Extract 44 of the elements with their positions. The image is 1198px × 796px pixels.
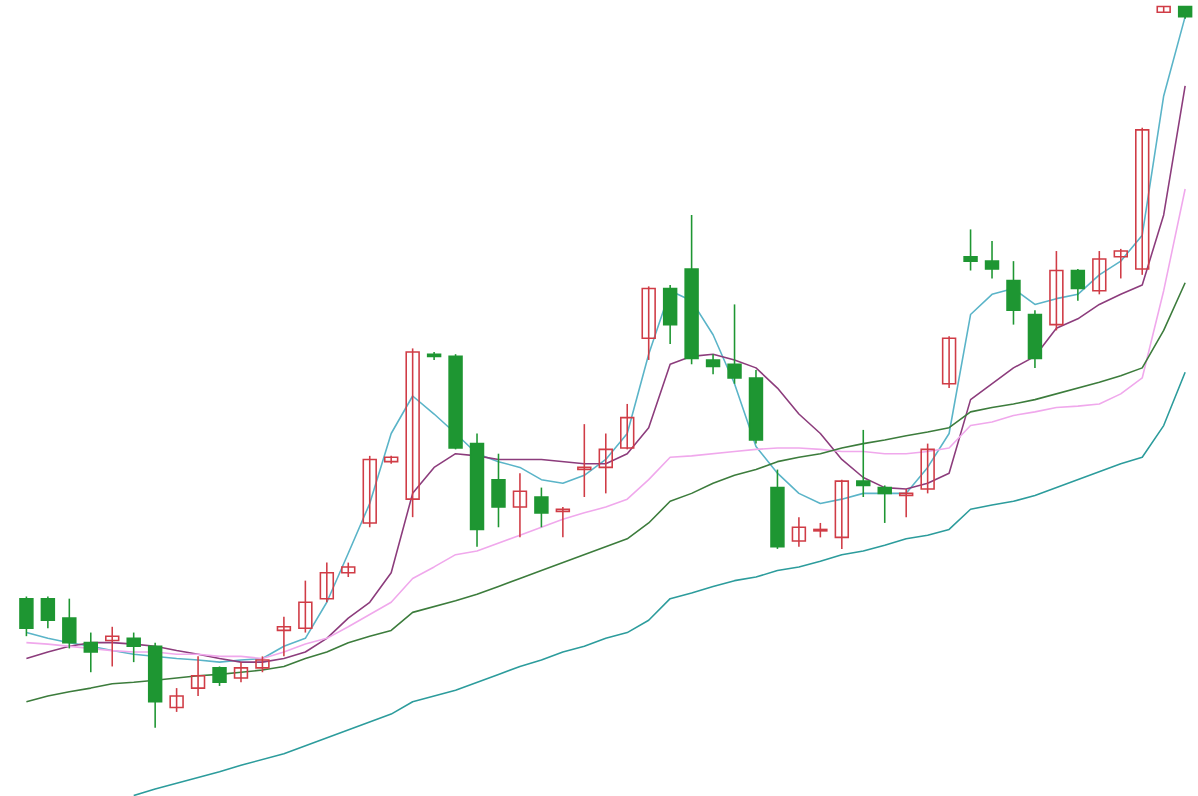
candlestick [212,665,227,687]
candlestick [963,228,978,272]
candlestick [126,631,141,663]
candlestick [941,335,957,389]
candlestick [405,347,420,518]
candlestick [1027,309,1043,369]
candlestick [298,579,313,634]
candlestick [83,631,99,673]
candlestick [190,655,206,697]
candlestick [641,285,656,361]
candlestick [1113,247,1128,280]
candlestick [319,561,335,603]
candlestick [40,595,56,629]
candlestick [276,615,292,657]
candlestick [491,452,506,528]
candlestick [620,402,635,451]
candlestick [598,432,613,495]
candlestick [62,597,77,650]
candlestick [1049,250,1064,332]
candlestick [534,486,549,528]
candlestick [727,303,742,385]
candlestick [512,472,528,538]
candlestick [877,484,892,524]
candlestick [555,506,571,538]
candlestick [105,625,120,668]
candlestick [1092,250,1107,295]
candlestick [1135,126,1150,276]
candlestick [662,283,678,345]
candlestick [791,516,807,548]
candlestick [233,661,249,683]
candlestick [898,488,914,518]
candlestick [1006,260,1021,326]
candlestick [577,423,592,498]
candlestick [705,353,721,376]
candlestick [1070,268,1086,302]
candlestick [341,561,356,578]
candlestick [19,595,34,637]
candlestick [920,442,935,495]
candlestick [834,478,850,550]
candlestick [383,454,399,465]
candlestick [984,240,1000,280]
candlestick [362,454,377,528]
candlestick [856,428,871,498]
candlestick [169,687,184,713]
